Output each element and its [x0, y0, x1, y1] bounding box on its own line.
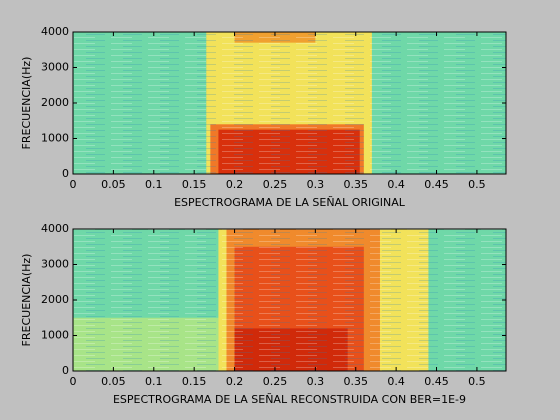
x-tick-label: 0.1	[145, 375, 163, 388]
x-tick-label: 0.3	[307, 178, 325, 191]
y-tick-label: 4000	[41, 25, 69, 38]
x-tick-label: 0.15	[182, 178, 207, 191]
x-tick-label: 0.4	[387, 375, 405, 388]
x-tick-label: 0.2	[226, 178, 244, 191]
y-tick-label: 1000	[41, 329, 69, 342]
y-tick-label: 0	[62, 167, 69, 180]
x-tick-label: 0.5	[468, 375, 486, 388]
x-tick-label: 0.1	[145, 178, 163, 191]
y-tick-label: 0	[62, 364, 69, 377]
y-tick-label: 2000	[41, 96, 69, 109]
x-axis-label: ESPECTROGRAMA DE LA SEÑAL RECONSTRUIDA C…	[113, 393, 466, 406]
y-tick-label: 4000	[41, 222, 69, 235]
y-tick-label: 2000	[41, 293, 69, 306]
x-tick-label: 0.25	[263, 375, 288, 388]
x-tick-label: 0.35	[343, 375, 368, 388]
texture	[73, 32, 506, 174]
y-axis-label: FRECUENCIA(Hz)	[20, 57, 33, 150]
x-tick-label: 0.05	[101, 178, 126, 191]
x-tick-label: 0.45	[424, 375, 449, 388]
x-axis-label: ESPECTROGRAMA DE LA SEÑAL ORIGINAL	[174, 196, 406, 209]
y-tick-label: 1000	[41, 132, 69, 145]
y-tick-label: 3000	[41, 258, 69, 271]
x-tick-label: 0.4	[387, 178, 405, 191]
x-tick-label: 0.2	[226, 375, 244, 388]
x-tick-label: 0.05	[101, 375, 126, 388]
x-tick-label: 0.35	[343, 178, 368, 191]
x-tick-label: 0.3	[307, 375, 325, 388]
x-tick-label: 0.25	[263, 178, 288, 191]
x-tick-label: 0.15	[182, 375, 207, 388]
x-tick-label: 0.5	[468, 178, 486, 191]
x-tick-label: 0	[70, 375, 77, 388]
y-axis-label: FRECUENCIA(Hz)	[20, 254, 33, 347]
y-tick-label: 3000	[41, 61, 69, 74]
x-tick-label: 0.45	[424, 178, 449, 191]
texture	[73, 229, 506, 371]
x-tick-label: 0	[70, 178, 77, 191]
